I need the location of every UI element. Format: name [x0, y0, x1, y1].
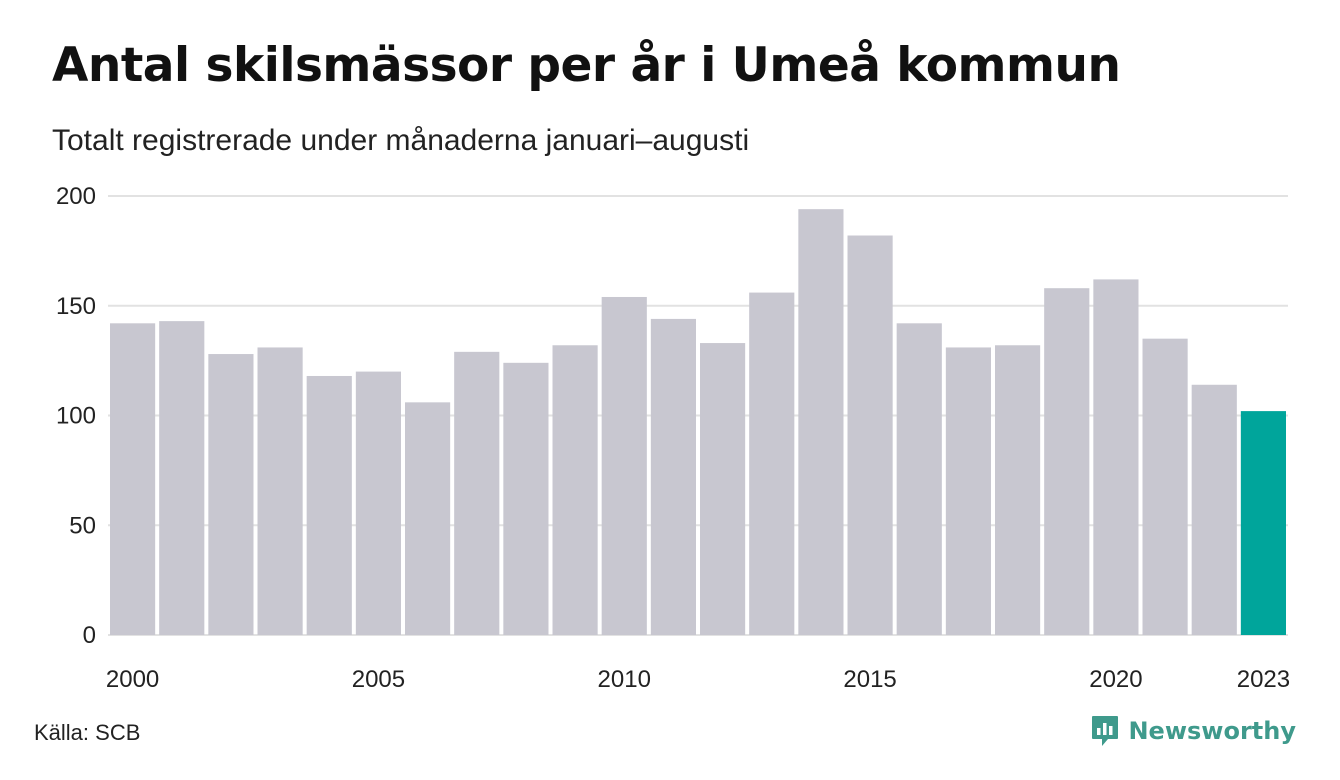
bar-2010 — [601, 296, 647, 635]
bar-2014 — [798, 209, 844, 636]
bar-2002 — [208, 354, 254, 635]
bar-2006 — [405, 402, 451, 635]
x-tick-label-2005: 2005 — [352, 666, 405, 693]
x-tick-label-2023: 2023 — [1237, 666, 1290, 693]
bar-2021 — [1142, 338, 1188, 635]
bar-2003 — [257, 347, 303, 635]
bar-2005 — [355, 371, 401, 635]
bar-2023 — [1240, 411, 1286, 635]
x-tick-label-2015: 2015 — [843, 666, 896, 693]
newsworthy-logo-icon — [1092, 716, 1119, 746]
x-tick-label-2020: 2020 — [1089, 666, 1142, 693]
y-tick-label: 200 — [56, 183, 96, 210]
bar-2009 — [552, 345, 598, 635]
y-tick-label: 50 — [69, 512, 96, 539]
bar-2020 — [1093, 279, 1139, 635]
brand-name: Newsworthy — [1128, 717, 1296, 745]
x-axis-labels: 2000 2005 2010 2015 2020 2023 — [106, 666, 1290, 693]
x-tick-label-2000: 2000 — [106, 666, 159, 693]
bar-2000 — [110, 323, 156, 635]
x-tick-label-2010: 2010 — [598, 666, 651, 693]
bar-2012 — [700, 343, 746, 635]
brand-logo: Newsworthy — [1090, 714, 1296, 748]
bar-2018 — [995, 345, 1041, 635]
bar-2016 — [896, 323, 942, 635]
y-tick-label: 0 — [83, 622, 96, 649]
bar-2015 — [847, 235, 893, 635]
bar-2017 — [945, 347, 991, 635]
bar-2004 — [306, 375, 352, 635]
source-note: Källa: SCB — [34, 720, 141, 745]
chart-title: Antal skilsmässor per år i Umeå kommun — [52, 38, 1121, 93]
bar-chart: 0 50 100 150 200 2000 2005 2010 2015 2020 2023 — [56, 183, 1290, 693]
bar-2011 — [650, 318, 696, 635]
y-gridlines — [108, 195, 1288, 636]
chart-subtitle: Totalt registrerade under månaderna janu… — [52, 124, 750, 157]
bar-2007 — [454, 351, 500, 635]
bars — [110, 209, 1286, 636]
bar-2022 — [1191, 384, 1237, 635]
y-axis-labels: 0 50 100 150 200 — [56, 183, 96, 649]
bar-2001 — [159, 321, 205, 635]
bar-2008 — [503, 362, 549, 635]
y-tick-label: 100 — [56, 403, 96, 430]
bar-2013 — [749, 292, 795, 635]
bar-2019 — [1044, 288, 1090, 635]
y-tick-label: 150 — [56, 293, 96, 320]
